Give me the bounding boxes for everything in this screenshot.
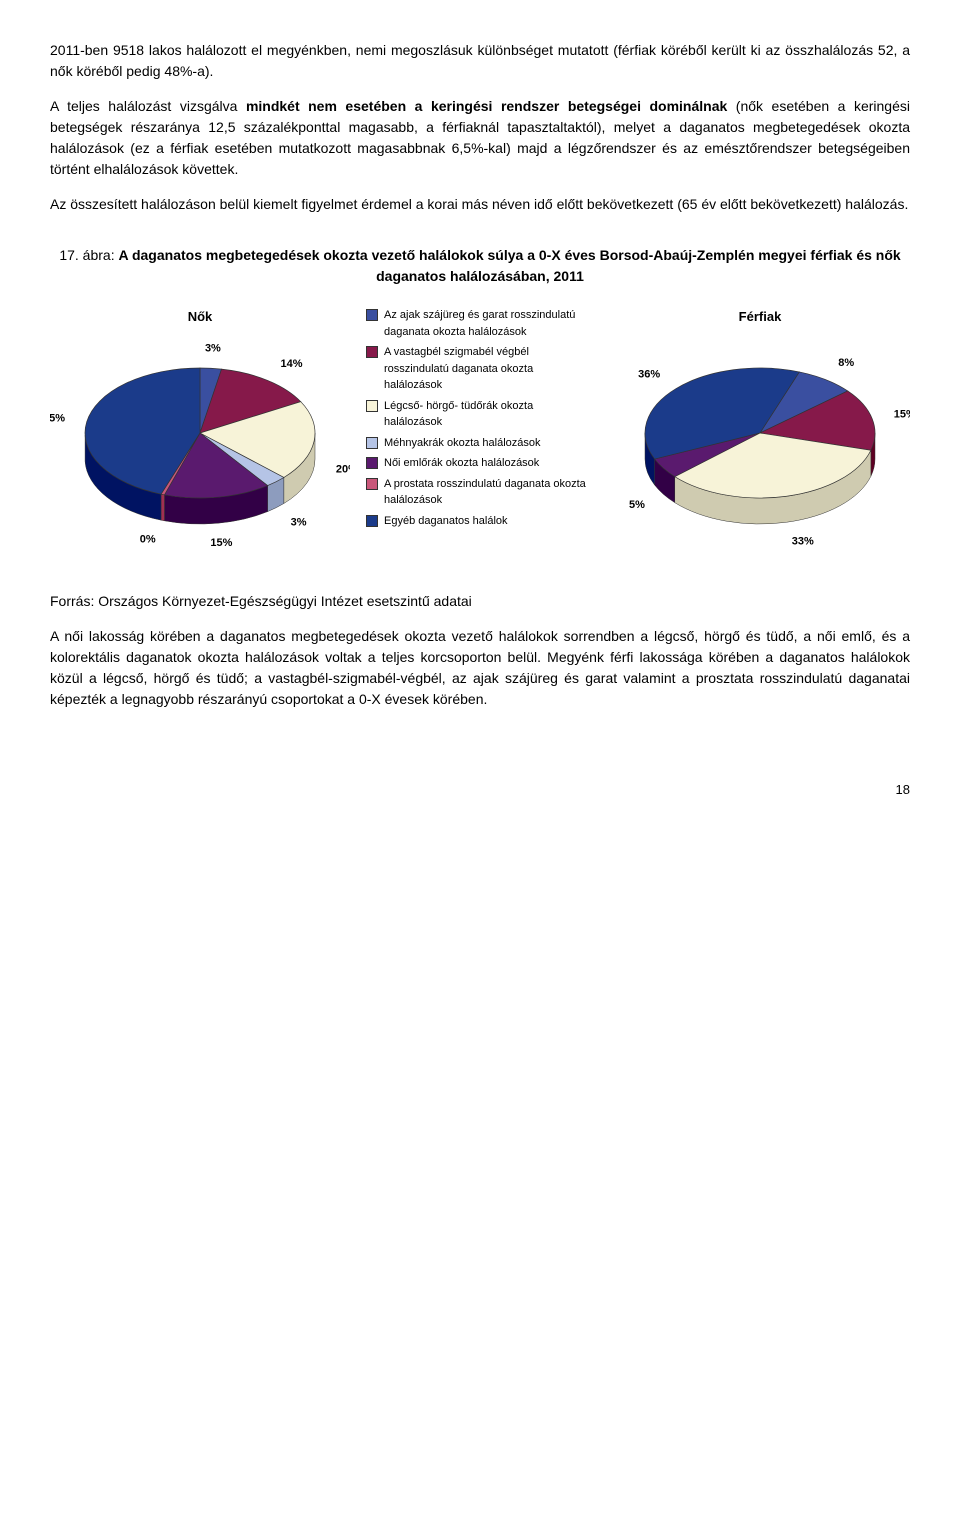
men-chart-col: Férfiak 8% 15% 33% 5% 36% bbox=[610, 307, 910, 563]
legend-swatch bbox=[366, 346, 378, 358]
women-pie-chart: 3% 14% 20% 3% 15% 0% 45% bbox=[50, 333, 350, 563]
pie-slice-label: 20% bbox=[336, 463, 350, 475]
legend-item-0: Az ajak szájüreg és garat rosszindulatú … bbox=[366, 307, 594, 340]
legend-text: Női emlőrák okozta halálozások bbox=[384, 455, 539, 472]
women-label: Nők bbox=[50, 307, 350, 327]
pie-slice-label: 45% bbox=[50, 412, 65, 424]
legend-text: A vastagbél szigmabél végbél rosszindula… bbox=[384, 344, 594, 394]
para2-a: A teljes halálozást vizsgálva bbox=[50, 98, 246, 114]
legend-col: Az ajak szájüreg és garat rosszindulatú … bbox=[360, 307, 600, 533]
pie-slice-label: 14% bbox=[281, 358, 303, 370]
figure-title-text: A daganatos megbetegedések okozta vezető… bbox=[118, 247, 900, 284]
page-number: 18 bbox=[50, 780, 910, 800]
pie-slice-label: 5% bbox=[629, 499, 645, 511]
pie-slice-label: 33% bbox=[792, 535, 814, 547]
para2-b: mindkét nem esetében a keringési rendsze… bbox=[246, 98, 727, 114]
men-label: Férfiak bbox=[610, 307, 910, 327]
legend-text: Az ajak szájüreg és garat rosszindulatú … bbox=[384, 307, 594, 340]
pie-slice-label: 36% bbox=[638, 368, 660, 380]
legend-item-5: A prostata rosszindulatú daganata okozta… bbox=[366, 476, 594, 509]
pie-slice-label: 3% bbox=[291, 516, 307, 528]
figure-number: 17. ábra: bbox=[59, 247, 118, 263]
legend-item-6: Egyéb daganatos halálok bbox=[366, 513, 594, 530]
legend-item-4: Női emlőrák okozta halálozások bbox=[366, 455, 594, 472]
legend-text: Méhnyakrák okozta halálozások bbox=[384, 435, 541, 452]
legend-text: A prostata rosszindulatú daganata okozta… bbox=[384, 476, 594, 509]
legend-text: Légcső- hörgő- tüdőrák okozta halálozáso… bbox=[384, 398, 594, 431]
legend-item-3: Méhnyakrák okozta halálozások bbox=[366, 435, 594, 452]
source-text: Forrás: Országos Környezet-Egészségügyi … bbox=[50, 591, 910, 612]
legend-swatch bbox=[366, 437, 378, 449]
legend-text: Egyéb daganatos halálok bbox=[384, 513, 508, 530]
figure-title: 17. ábra: A daganatos megbetegedések oko… bbox=[50, 245, 910, 287]
pie-slice-label: 8% bbox=[838, 357, 854, 369]
legend-item-2: Légcső- hörgő- tüdőrák okozta halálozáso… bbox=[366, 398, 594, 431]
men-pie-chart: 8% 15% 33% 5% 36% bbox=[610, 333, 910, 563]
charts-row: Nők 3% 14% 20% 3% 15% 0% 45% Az ajak szájüreg … bbox=[50, 307, 910, 563]
pie-slice-label: 3% bbox=[205, 342, 221, 354]
legend-swatch bbox=[366, 309, 378, 321]
pie-slice-label: 0% bbox=[140, 533, 156, 545]
women-chart-col: Nők 3% 14% 20% 3% 15% 0% 45% bbox=[50, 307, 350, 563]
paragraph-4: A női lakosság körében a daganatos megbe… bbox=[50, 626, 910, 710]
paragraph-2: A teljes halálozást vizsgálva mindkét ne… bbox=[50, 96, 910, 180]
legend-swatch bbox=[366, 457, 378, 469]
legend-swatch bbox=[366, 400, 378, 412]
paragraph-1: 2011-ben 9518 lakos halálozott el megyén… bbox=[50, 40, 910, 82]
legend-swatch bbox=[366, 515, 378, 527]
pie-slice-label: 15% bbox=[210, 536, 232, 548]
legend-item-1: A vastagbél szigmabél végbél rosszindula… bbox=[366, 344, 594, 394]
legend-swatch bbox=[366, 478, 378, 490]
pie-slice-label: 15% bbox=[894, 408, 910, 420]
paragraph-3: Az összesített halálozáson belül kiemelt… bbox=[50, 194, 910, 215]
